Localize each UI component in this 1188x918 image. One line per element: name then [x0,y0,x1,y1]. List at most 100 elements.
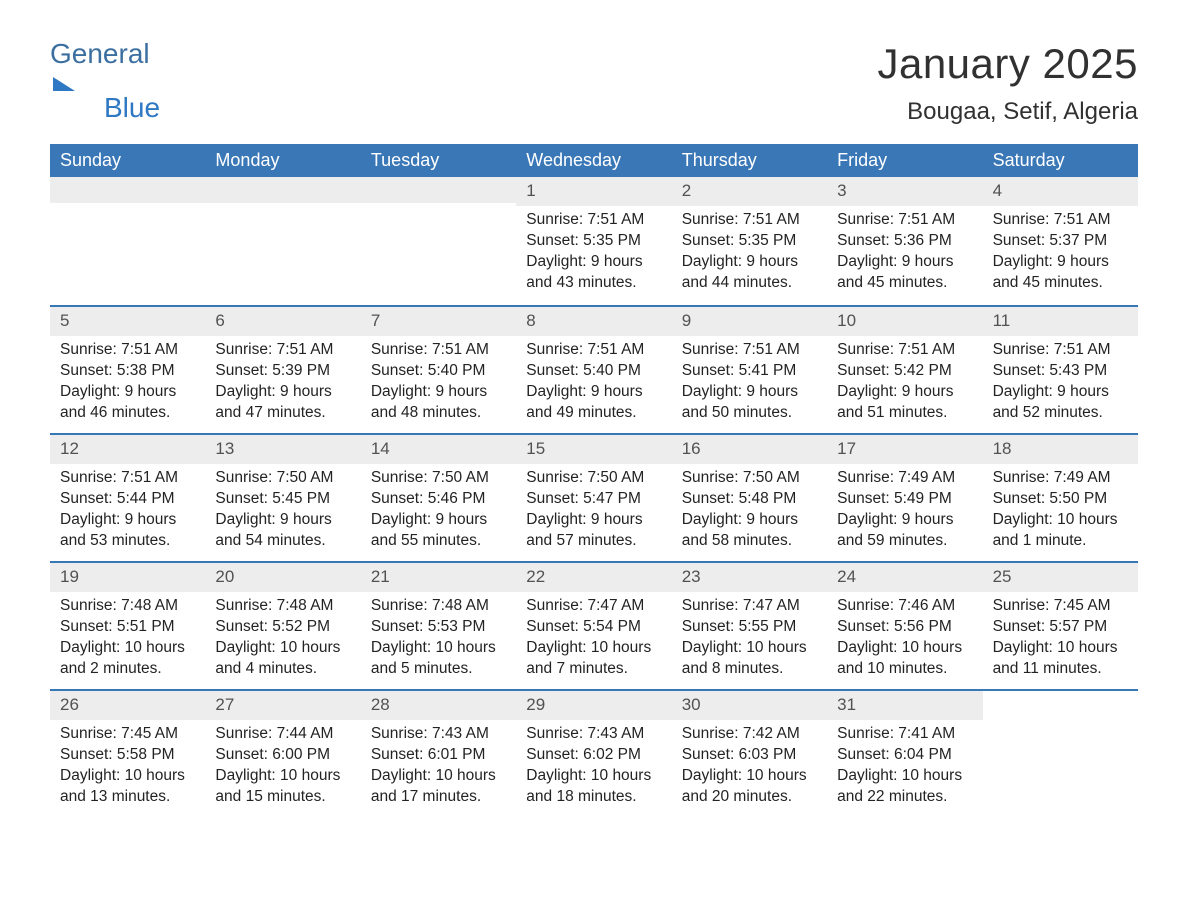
day-number: 2 [672,177,827,206]
sunset-text: Sunset: 6:03 PM [682,745,817,766]
sunset-text: Sunset: 5:35 PM [682,231,817,252]
daylight1-text: Daylight: 10 hours [60,766,195,787]
daylight2-text: and 49 minutes. [526,403,661,424]
day-cell: 28Sunrise: 7:43 AMSunset: 6:01 PMDayligh… [361,691,516,817]
daylight2-text: and 43 minutes. [526,273,661,294]
daylight1-text: Daylight: 9 hours [682,510,817,531]
day-header: Friday [827,144,982,177]
sunset-text: Sunset: 5:52 PM [215,617,350,638]
daylight2-text: and 47 minutes. [215,403,350,424]
sunrise-text: Sunrise: 7:51 AM [215,340,350,361]
daylight2-text: and 20 minutes. [682,787,817,808]
daylight1-text: Daylight: 9 hours [837,510,972,531]
sunrise-text: Sunrise: 7:51 AM [371,340,506,361]
day-number: 26 [50,691,205,720]
location-text: Bougaa, Setif, Algeria [877,98,1138,126]
day-cell: 30Sunrise: 7:42 AMSunset: 6:03 PMDayligh… [672,691,827,817]
day-number: 16 [672,435,827,464]
sunset-text: Sunset: 5:55 PM [682,617,817,638]
daylight1-text: Daylight: 10 hours [993,510,1128,531]
sunrise-text: Sunrise: 7:49 AM [993,468,1128,489]
sunset-text: Sunset: 5:45 PM [215,489,350,510]
daylight2-text: and 57 minutes. [526,531,661,552]
daylight2-text: and 11 minutes. [993,659,1128,680]
sunset-text: Sunset: 5:51 PM [60,617,195,638]
sunrise-text: Sunrise: 7:51 AM [526,340,661,361]
day-cell: 20Sunrise: 7:48 AMSunset: 5:52 PMDayligh… [205,563,360,689]
day-number: 1 [516,177,671,206]
day-cell: 27Sunrise: 7:44 AMSunset: 6:00 PMDayligh… [205,691,360,817]
daylight2-text: and 50 minutes. [682,403,817,424]
sunset-text: Sunset: 5:58 PM [60,745,195,766]
sunset-text: Sunset: 5:44 PM [60,489,195,510]
sunset-text: Sunset: 5:46 PM [371,489,506,510]
day-cell: 14Sunrise: 7:50 AMSunset: 5:46 PMDayligh… [361,435,516,561]
daylight1-text: Daylight: 10 hours [837,638,972,659]
sunrise-text: Sunrise: 7:50 AM [371,468,506,489]
day-cell: 23 Sunrise: 7:47 AMSunset: 5:55 PMDayligh… [672,563,827,689]
daylight2-text: and 59 minutes. [837,531,972,552]
logo: General Blue [50,40,160,122]
sunrise-text: Sunrise: 7:42 AM [682,724,817,745]
sunset-text: Sunset: 6:01 PM [371,745,506,766]
daylight1-text: Daylight: 9 hours [215,510,350,531]
day-cell: 22Sunrise: 7:47 AMSunset: 5:54 PMDayligh… [516,563,671,689]
sunrise-text: Sunrise: 7:48 AM [371,596,506,617]
day-number: 4 [983,177,1138,206]
day-header: Saturday [983,144,1138,177]
day-cell: 2Sunrise: 7:51 AMSunset: 5:35 PMDaylight… [672,177,827,305]
daylight1-text: Daylight: 10 hours [371,766,506,787]
daylight2-text: and 4 minutes. [215,659,350,680]
sunset-text: Sunset: 5:56 PM [837,617,972,638]
daylight2-text: and 1 minute. [993,531,1128,552]
day-number: 10 [827,307,982,336]
weeks-container: 1Sunrise: 7:51 AMSunset: 5:35 PMDaylight… [50,177,1138,817]
sunrise-text: Sunrise: 7:47 AM [682,596,817,617]
daylight1-text: Daylight: 9 hours [371,382,506,403]
day-number: 13 [205,435,360,464]
daylight1-text: Daylight: 9 hours [215,382,350,403]
daylight1-text: Daylight: 10 hours [682,638,817,659]
day-number: 19 [50,563,205,592]
daylight1-text: Daylight: 10 hours [60,638,195,659]
daylight2-text: and 8 minutes. [682,659,817,680]
day-number: 23 [672,563,827,592]
daylight1-text: Daylight: 10 hours [526,766,661,787]
daylight2-text: and 2 minutes. [60,659,195,680]
day-number: 25 [983,563,1138,592]
sunset-text: Sunset: 5:53 PM [371,617,506,638]
sunrise-text: Sunrise: 7:45 AM [993,596,1128,617]
day-number: 9 [672,307,827,336]
day-cell: 25Sunrise: 7:45 AMSunset: 5:57 PMDayligh… [983,563,1138,689]
sunrise-text: Sunrise: 7:50 AM [526,468,661,489]
sunrise-text: Sunrise: 7:51 AM [837,340,972,361]
title-block: January 2025 Bougaa, Setif, Algeria [877,40,1138,126]
day-header: Sunday [50,144,205,177]
day-cell: 16Sunrise: 7:50 AMSunset: 5:48 PMDayligh… [672,435,827,561]
day-number [205,177,360,203]
day-header: Monday [205,144,360,177]
day-number: 18 [983,435,1138,464]
sunset-text: Sunset: 5:41 PM [682,361,817,382]
day-cell: 4Sunrise: 7:51 AMSunset: 5:37 PMDaylight… [983,177,1138,305]
daylight1-text: Daylight: 9 hours [682,252,817,273]
daylight1-text: Daylight: 9 hours [993,382,1128,403]
sunrise-text: Sunrise: 7:45 AM [60,724,195,745]
daylight2-text: and 54 minutes. [215,531,350,552]
daylight2-text: and 18 minutes. [526,787,661,808]
daylight2-text: and 52 minutes. [993,403,1128,424]
day-headers: SundayMondayTuesdayWednesdayThursdayFrid… [50,144,1138,177]
sunset-text: Sunset: 5:49 PM [837,489,972,510]
sunset-text: Sunset: 5:40 PM [526,361,661,382]
daylight1-text: Daylight: 9 hours [60,382,195,403]
header: General Blue January 2025 Bougaa, Setif,… [50,40,1138,126]
sunrise-text: Sunrise: 7:44 AM [215,724,350,745]
daylight1-text: Daylight: 9 hours [526,382,661,403]
day-number: 3 [827,177,982,206]
sunset-text: Sunset: 5:48 PM [682,489,817,510]
daylight1-text: Daylight: 9 hours [993,252,1128,273]
month-title: January 2025 [877,40,1138,88]
daylight1-text: Daylight: 9 hours [837,382,972,403]
day-number: 6 [205,307,360,336]
week-row: 19Sunrise: 7:48 AMSunset: 5:51 PMDayligh… [50,561,1138,689]
